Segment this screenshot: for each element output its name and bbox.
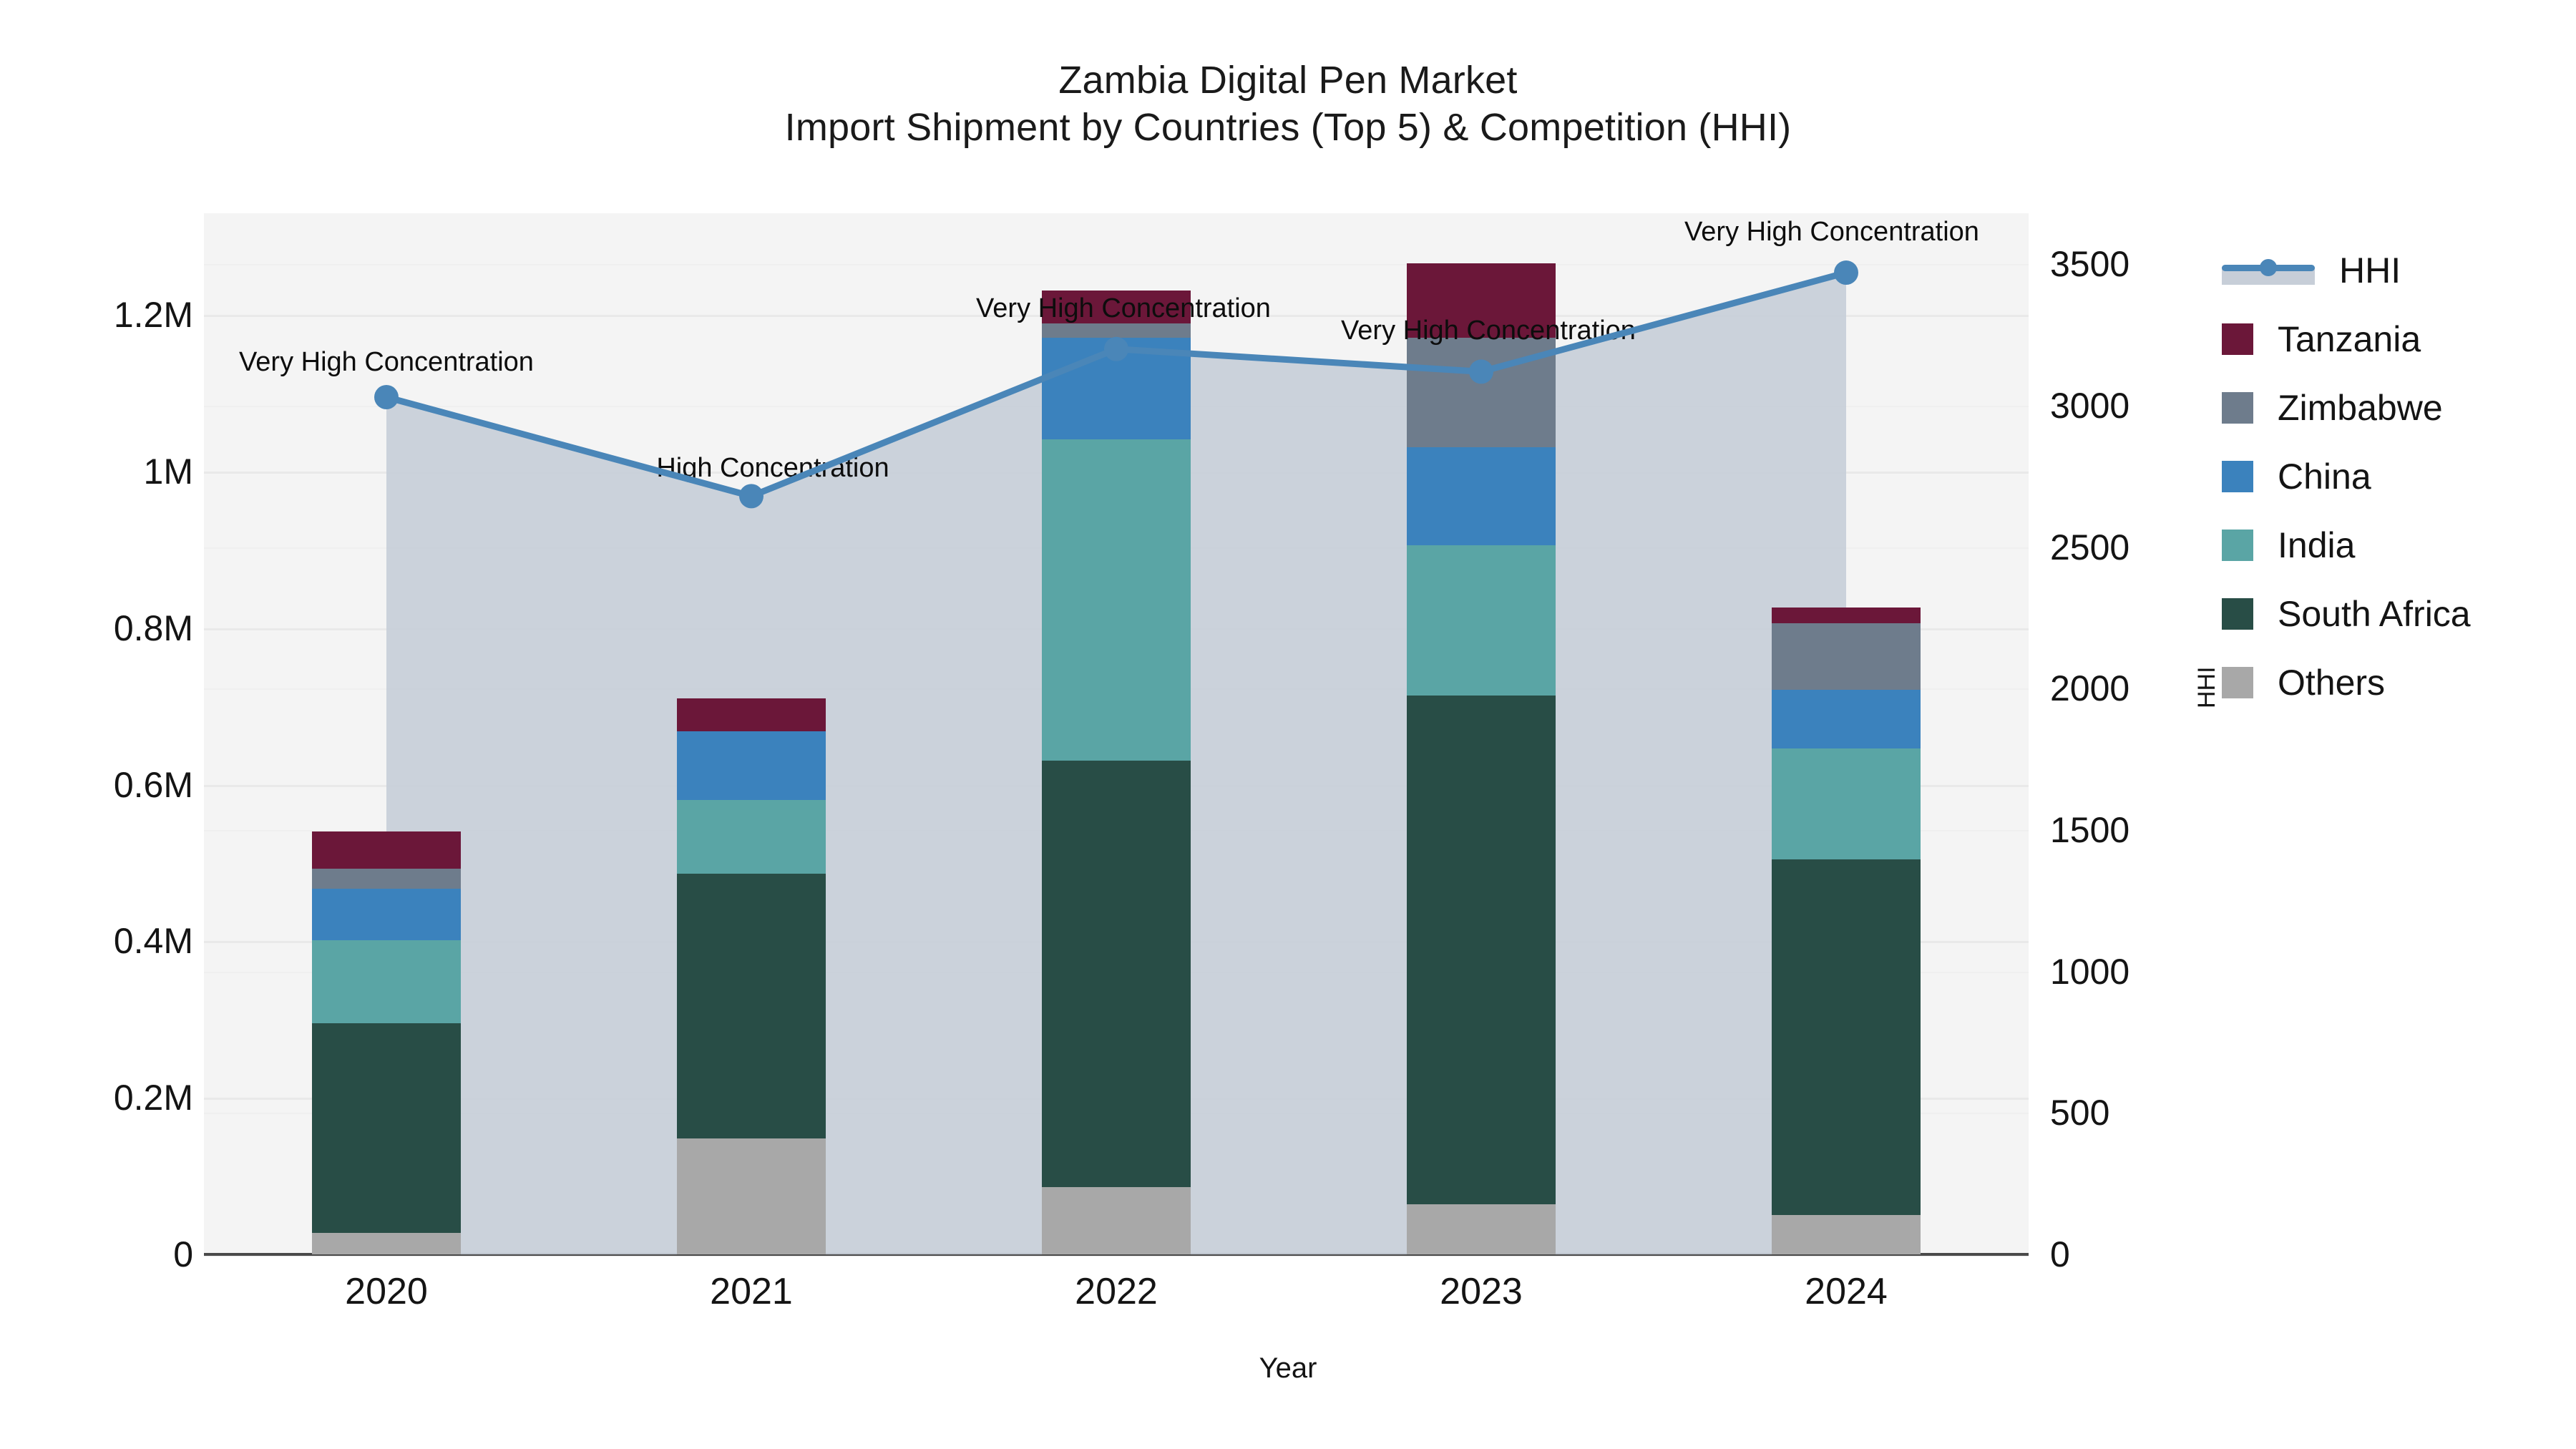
annotation-2021: High Concentration xyxy=(656,453,889,484)
bar-segment-south-africa-2021[interactable] xyxy=(677,874,826,1139)
legend-line-key-icon xyxy=(2222,255,2315,286)
chart-title-line-2: Import Shipment by Countries (Top 5) & C… xyxy=(784,105,1792,149)
bar-segment-india-2022[interactable] xyxy=(1042,439,1191,761)
annotation-2020: Very High Concentration xyxy=(239,346,534,377)
y-axis-left-tick-0: 0 xyxy=(173,1234,193,1274)
y-axis-left-tick-1M: 1M xyxy=(143,452,193,492)
bar-segment-india-2024[interactable] xyxy=(1772,748,1921,859)
bar-segment-south-africa-2023[interactable] xyxy=(1407,695,1556,1204)
x-axis-tick-2022: 2022 xyxy=(1075,1271,1158,1312)
y-axis-left-tick-0.6M: 0.6M xyxy=(113,764,193,805)
legend-item-china[interactable]: China xyxy=(2222,442,2565,511)
bar-segment-others-2024[interactable] xyxy=(1772,1215,1921,1254)
y-axis-left-tick-0.4M: 0.4M xyxy=(113,921,193,962)
legend-label: Others xyxy=(2278,663,2386,703)
bar-segment-zimbabwe-2024[interactable] xyxy=(1772,623,1921,691)
y-axis-left-tick-1.2M: 1.2M xyxy=(113,295,193,336)
bar-segment-china-2023[interactable] xyxy=(1407,447,1556,545)
legend-item-hhi[interactable]: HHI xyxy=(2222,236,2565,305)
legend-swatch-others xyxy=(2222,667,2253,698)
legend-label: India xyxy=(2278,525,2356,565)
bar-segment-china-2021[interactable] xyxy=(677,731,826,801)
y-axis-right-title: HHI xyxy=(2193,666,2220,708)
legend-swatch-india xyxy=(2222,530,2253,561)
x-axis-tick-2020: 2020 xyxy=(345,1271,428,1312)
bar-segment-others-2023[interactable] xyxy=(1407,1204,1556,1254)
x-axis-title: Year xyxy=(1259,1352,1317,1384)
annotation-2023: Very High Concentration xyxy=(1341,316,1636,346)
legend-item-tanzania[interactable]: Tanzania xyxy=(2222,305,2565,374)
legend-item-south-africa[interactable]: South Africa xyxy=(2222,580,2565,648)
legend: HHI Tanzania Zimbabwe China India South Afric… xyxy=(2222,236,2565,717)
bar-segment-south-africa-2020[interactable] xyxy=(312,1023,461,1234)
legend-label: South Africa xyxy=(2278,594,2471,634)
chart-title: Zambia Digital Pen Market Import Shipmen… xyxy=(0,57,2576,152)
legend-item-others[interactable]: Others xyxy=(2222,648,2565,717)
annotation-2022: Very High Concentration xyxy=(976,293,1271,323)
bar-segment-tanzania-2024[interactable] xyxy=(1772,608,1921,624)
legend-item-zimbabwe[interactable]: Zimbabwe xyxy=(2222,374,2565,442)
bar-segment-others-2022[interactable] xyxy=(1042,1186,1191,1254)
bar-segment-others-2021[interactable] xyxy=(677,1138,826,1254)
bar-segment-china-2020[interactable] xyxy=(312,889,461,941)
x-axis-tick-2021: 2021 xyxy=(710,1271,793,1312)
legend-swatch-south-africa xyxy=(2222,598,2253,630)
bar-segment-zimbabwe-2022[interactable] xyxy=(1042,323,1191,338)
legend-item-india[interactable]: India xyxy=(2222,511,2565,580)
x-axis-line xyxy=(204,1253,2029,1256)
bar-segment-tanzania-2021[interactable] xyxy=(677,698,826,732)
legend-swatch-zimbabwe xyxy=(2222,392,2253,424)
bar-segment-tanzania-2020[interactable] xyxy=(312,831,461,869)
x-axis-tick-2023: 2023 xyxy=(1440,1271,1523,1312)
annotation-2024: Very High Concentration xyxy=(1684,217,1979,248)
bar-segment-others-2020[interactable] xyxy=(312,1233,461,1254)
legend-swatch-tanzania xyxy=(2222,323,2253,355)
legend-marker-dot-icon xyxy=(2260,259,2277,276)
legend-label: Zimbabwe xyxy=(2278,388,2443,428)
y-axis-right-tick-3000: 3000 xyxy=(2050,385,2130,426)
bar-segment-south-africa-2024[interactable] xyxy=(1772,859,1921,1216)
y-axis-right-tick-500: 500 xyxy=(2050,1093,2110,1133)
legend-label: HHI xyxy=(2339,250,2401,291)
legend-swatch-china xyxy=(2222,461,2253,492)
legend-label: China xyxy=(2278,457,2371,497)
bar-segment-china-2022[interactable] xyxy=(1042,337,1191,440)
bar-segment-india-2023[interactable] xyxy=(1407,545,1556,696)
y-axis-right-tick-3500: 3500 xyxy=(2050,244,2130,285)
bar-segment-india-2021[interactable] xyxy=(677,800,826,874)
gridline-right-7 xyxy=(204,264,2029,266)
y-axis-right-tick-1500: 1500 xyxy=(2050,809,2130,850)
x-axis-tick-2024: 2024 xyxy=(1805,1271,1888,1312)
bar-segment-zimbabwe-2020[interactable] xyxy=(312,868,461,889)
y-axis-left-tick-0.2M: 0.2M xyxy=(113,1078,193,1118)
y-axis-right-tick-0: 0 xyxy=(2050,1234,2070,1274)
bar-segment-india-2020[interactable] xyxy=(312,940,461,1024)
bar-segment-south-africa-2022[interactable] xyxy=(1042,760,1191,1187)
bar-segment-china-2024[interactable] xyxy=(1772,690,1921,749)
y-axis-left-tick-0.8M: 0.8M xyxy=(113,608,193,648)
chart-title-line-1: Zambia Digital Pen Market xyxy=(1058,59,1518,102)
bar-segment-zimbabwe-2023[interactable] xyxy=(1407,337,1556,448)
legend-label: Tanzania xyxy=(2278,319,2421,359)
y-axis-right-tick-2500: 2500 xyxy=(2050,527,2130,567)
y-axis-right-tick-2000: 2000 xyxy=(2050,668,2130,709)
y-axis-right-tick-1000: 1000 xyxy=(2050,951,2130,992)
